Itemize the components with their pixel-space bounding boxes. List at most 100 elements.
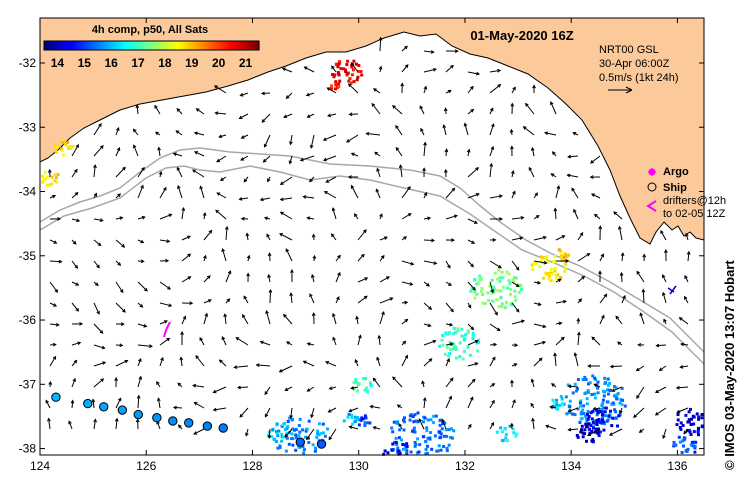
sst-pixel: [337, 84, 341, 88]
sst-pixel: [271, 428, 275, 432]
sst-pixel: [386, 451, 390, 455]
current-vector-head: [404, 45, 408, 50]
current-vector-head: [238, 115, 243, 120]
current-vector-head: [347, 175, 352, 179]
sst-pixel: [682, 444, 685, 448]
sst-pixel: [349, 81, 353, 85]
current-vector: [269, 289, 272, 304]
current-vector-head: [289, 292, 294, 297]
current-vector-head: [475, 192, 480, 197]
colorbar-frame: [43, 40, 260, 51]
sst-pixel: [322, 431, 326, 435]
current-vector-head: [306, 436, 310, 441]
current-vector: [555, 235, 565, 241]
current-vector: [620, 272, 623, 283]
sst-pixel: [571, 412, 575, 416]
current-vector-head: [420, 127, 424, 132]
current-vector: [423, 340, 436, 346]
sst-pixel: [366, 390, 370, 394]
sst-pixel: [603, 422, 607, 426]
current-vector-head: [512, 86, 516, 91]
current-vector: [423, 260, 437, 265]
current-vector: [49, 302, 57, 307]
current-vector-head: [45, 399, 49, 404]
sst-pixel: [445, 449, 449, 453]
sst-pixel: [680, 451, 684, 454]
sst-pixel: [41, 174, 45, 178]
sst-pixel: [366, 421, 370, 425]
current-vector-head: [93, 164, 97, 169]
current-vector: [379, 37, 382, 52]
current-vector: [309, 293, 315, 304]
current-vector-head: [311, 312, 316, 317]
sst-pixel: [585, 416, 589, 420]
current-vector: [348, 407, 359, 412]
current-vector: [401, 319, 408, 325]
current-vector-head: [637, 343, 642, 347]
current-vector-head: [154, 131, 159, 136]
current-vector-head: [214, 111, 219, 116]
current-vector-head: [243, 295, 247, 300]
colorbar-swatch: [129, 41, 133, 50]
sst-pixel: [342, 419, 346, 423]
current-vector-head: [423, 141, 427, 146]
sst-pixel: [593, 392, 597, 396]
current-vector: [137, 395, 140, 409]
current-vector-head: [660, 229, 664, 234]
current-vector: [611, 386, 623, 392]
sst-pixel: [382, 452, 386, 456]
colorbar-swatch: [204, 41, 208, 50]
colorbar-swatch: [226, 41, 230, 50]
sst-pixel: [290, 437, 294, 440]
sst-pixel: [546, 260, 550, 264]
sst-pixel: [307, 419, 311, 423]
sst-pixel: [302, 451, 306, 455]
sst-pixel: [444, 428, 448, 432]
sst-pixel: [596, 411, 600, 415]
sst-pixel: [505, 300, 508, 304]
current-vector: [401, 260, 414, 265]
sst-pixel: [452, 429, 456, 433]
sst-pixel: [428, 437, 432, 441]
current-vector: [115, 147, 120, 157]
sst-pixel: [581, 378, 585, 382]
sst-pixel: [558, 404, 562, 407]
current-vector-head: [577, 331, 581, 336]
current-vector-head: [451, 238, 455, 242]
current-vector: [203, 230, 212, 241]
current-vector-head: [96, 264, 100, 269]
current-vector: [423, 281, 430, 287]
current-vector: [214, 85, 227, 94]
sst-pixel: [332, 75, 336, 79]
colorbar-tick-label: 18: [158, 56, 172, 70]
sst-pixel: [437, 444, 441, 448]
sst-pixel: [413, 430, 417, 434]
sst-pixel: [440, 338, 444, 342]
sst-pixel: [560, 397, 564, 401]
current-vector-head: [556, 185, 561, 190]
current-vector-head: [407, 185, 411, 190]
sst-pixel: [553, 269, 557, 273]
current-vector: [264, 386, 271, 395]
drifter-position: [316, 439, 327, 449]
sst-pixel: [294, 428, 298, 431]
current-vector: [662, 292, 667, 304]
sst-pixel: [584, 414, 588, 418]
sst-pixel: [596, 431, 600, 435]
current-vector-head: [515, 283, 520, 288]
current-vector-head: [441, 418, 446, 423]
sst-pixel: [689, 443, 693, 447]
sst-pixel: [690, 440, 694, 444]
current-vector-head: [267, 435, 272, 440]
current-vector: [533, 341, 546, 346]
sst-pixel: [497, 305, 501, 309]
sst-pixel: [693, 444, 697, 448]
sst-pixel: [456, 327, 460, 331]
colorbar-swatch: [256, 41, 260, 50]
current-vector-head: [535, 214, 540, 219]
sst-pixel: [595, 419, 599, 422]
current-vector-head: [410, 261, 415, 266]
current-vector-head: [148, 344, 153, 349]
current-vector: [332, 313, 337, 325]
current-vector: [568, 155, 579, 158]
